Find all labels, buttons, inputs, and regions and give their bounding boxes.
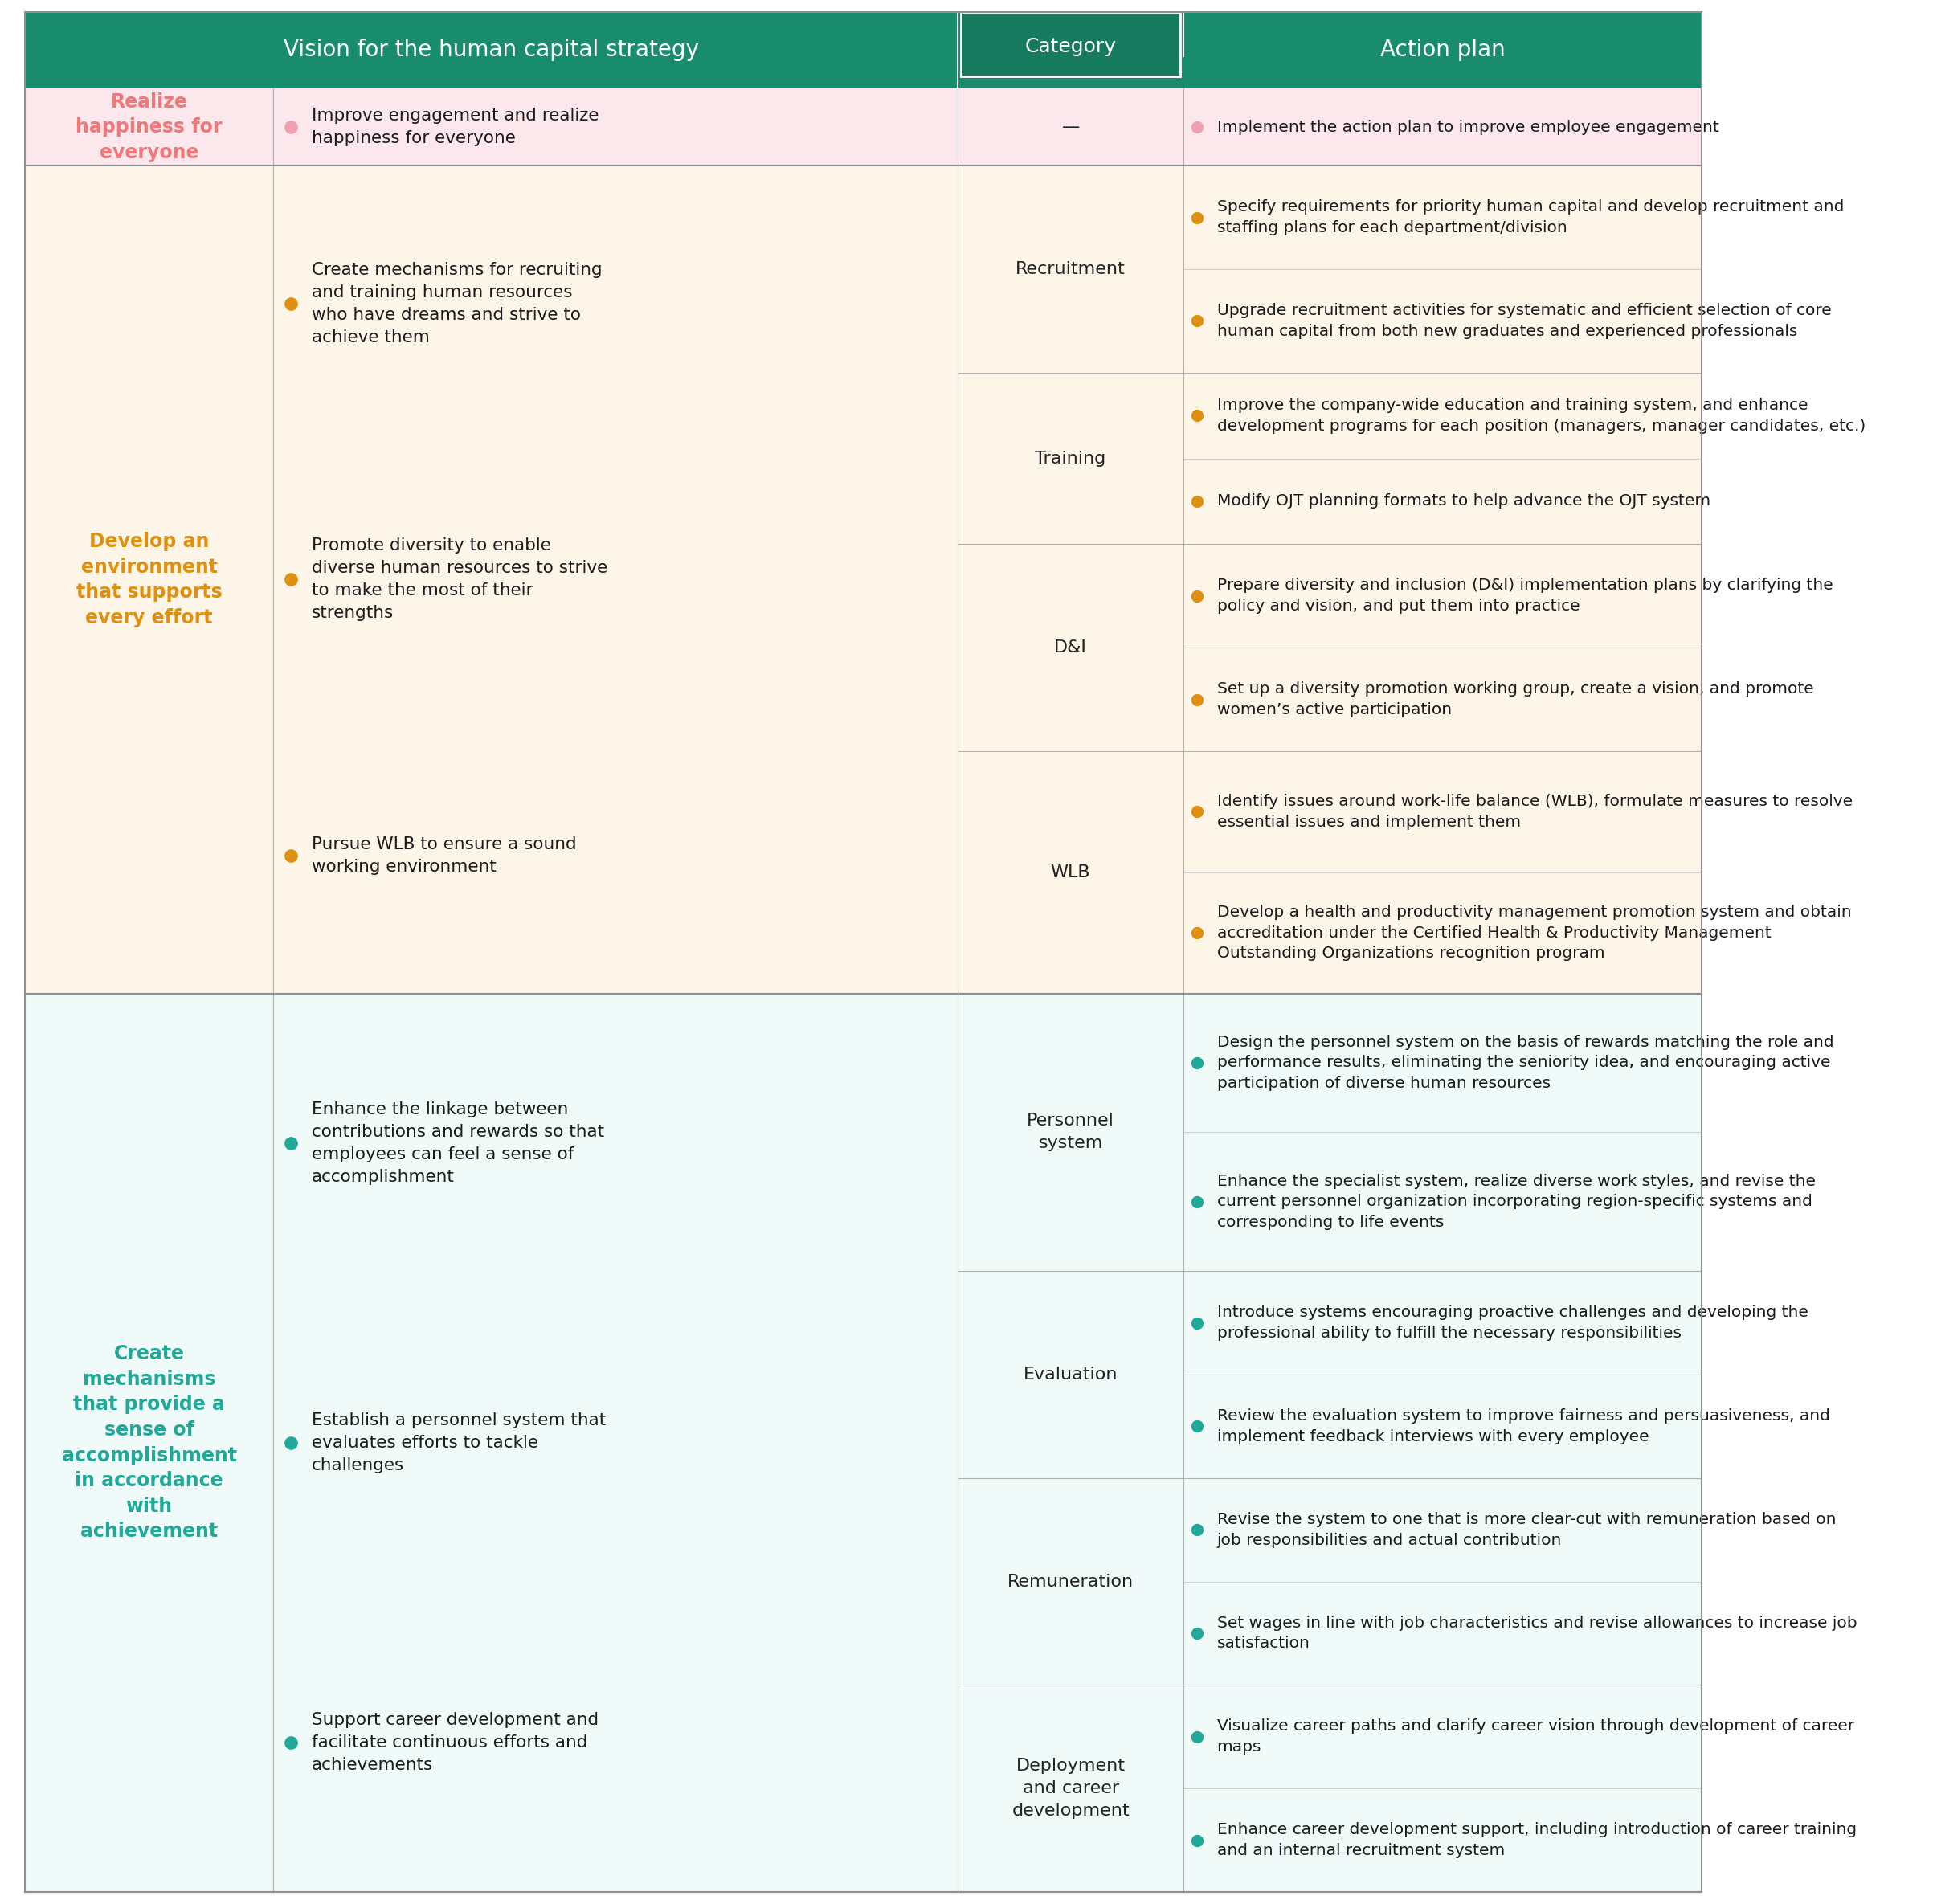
Text: Recruitment: Recruitment <box>1015 261 1125 278</box>
Text: Set wages in line with job characteristics and revise allowances to increase job: Set wages in line with job characteristi… <box>1216 1615 1858 1651</box>
Bar <box>25 166 1701 994</box>
Text: Set up a diversity promotion working group, create a vision, and promote
women’s: Set up a diversity promotion working gro… <box>1216 682 1813 718</box>
Text: Personnel
system: Personnel system <box>1026 1114 1113 1152</box>
Text: Enhance the specialist system, realize diverse work styles, and revise the
curre: Enhance the specialist system, realize d… <box>1216 1173 1815 1230</box>
Text: Create
mechanisms
that provide a
sense of
accomplishment
in accordance
with
achi: Create mechanisms that provide a sense o… <box>62 1344 236 1540</box>
Text: —: — <box>1061 120 1081 135</box>
Text: Category: Category <box>1024 36 1117 55</box>
Text: Establish a personnel system that
evaluates efforts to tackle
challenges: Establish a personnel system that evalua… <box>311 1413 605 1474</box>
Text: Upgrade recruitment activities for systematic and efficient selection of core
hu: Upgrade recruitment activities for syste… <box>1216 303 1831 339</box>
Text: WLB: WLB <box>1052 864 1090 880</box>
Text: Improve engagement and realize
happiness for everyone: Improve engagement and realize happiness… <box>311 109 599 147</box>
Bar <box>961 11 1181 76</box>
Text: Visualize career paths and clarify career vision through development of career
m: Visualize career paths and clarify caree… <box>1216 1719 1854 1755</box>
Text: Prepare diversity and inclusion (D&I) implementation plans by clarifying the
pol: Prepare diversity and inclusion (D&I) im… <box>1216 579 1832 613</box>
Text: Vision for the human capital strategy: Vision for the human capital strategy <box>284 38 700 61</box>
Text: Review the evaluation system to improve fairness and persuasiveness, and
impleme: Review the evaluation system to improve … <box>1216 1409 1831 1445</box>
Text: D&I: D&I <box>1053 640 1086 655</box>
Text: Modify OJT planning formats to help advance the OJT system: Modify OJT planning formats to help adva… <box>1216 493 1711 508</box>
Text: Training: Training <box>1036 451 1106 466</box>
Text: Realize
happiness for
everyone: Realize happiness for everyone <box>75 91 222 162</box>
Text: Evaluation: Evaluation <box>1023 1367 1117 1382</box>
Text: Support career development and
facilitate continuous efforts and
achievements: Support career development and facilitat… <box>311 1712 597 1773</box>
Text: Develop a health and productivity management promotion system and obtain
accredi: Develop a health and productivity manage… <box>1216 904 1852 962</box>
Bar <box>25 994 1701 1893</box>
Text: Identify issues around work-life balance (WLB), formulate measures to resolve
es: Identify issues around work-life balance… <box>1216 794 1852 830</box>
Text: Enhance career development support, including introduction of career training
an: Enhance career development support, incl… <box>1216 1822 1856 1858</box>
Text: Develop an
environment
that supports
every effort: Develop an environment that supports eve… <box>75 531 222 626</box>
Text: Promote diversity to enable
diverse human resources to strive
to make the most o: Promote diversity to enable diverse huma… <box>311 537 607 621</box>
Text: Improve the company-wide education and training system, and enhance
development : Improve the company-wide education and t… <box>1216 398 1865 434</box>
Text: Action plan: Action plan <box>1380 38 1506 61</box>
Text: Create mechanisms for recruiting
and training human resources
who have dreams an: Create mechanisms for recruiting and tra… <box>311 263 601 345</box>
Text: Enhance the linkage between
contributions and rewards so that
employees can feel: Enhance the linkage between contribution… <box>311 1101 603 1184</box>
Text: Revise the system to one that is more clear-cut with remuneration based on
job r: Revise the system to one that is more cl… <box>1216 1512 1836 1548</box>
Bar <box>25 88 1701 166</box>
Text: Deployment
and career
development: Deployment and career development <box>1011 1757 1129 1818</box>
Text: Introduce systems encouraging proactive challenges and developing the
profession: Introduce systems encouraging proactive … <box>1216 1304 1807 1340</box>
Bar <box>25 11 1701 88</box>
Text: Design the personnel system on the basis of rewards matching the role and
perfor: Design the personnel system on the basis… <box>1216 1034 1834 1091</box>
Text: Implement the action plan to improve employee engagement: Implement the action plan to improve emp… <box>1216 120 1718 135</box>
Text: Specify requirements for priority human capital and develop recruitment and
staf: Specify requirements for priority human … <box>1216 200 1844 236</box>
Text: Remuneration: Remuneration <box>1007 1573 1135 1590</box>
Text: Pursue WLB to ensure a sound
working environment: Pursue WLB to ensure a sound working env… <box>311 836 576 874</box>
